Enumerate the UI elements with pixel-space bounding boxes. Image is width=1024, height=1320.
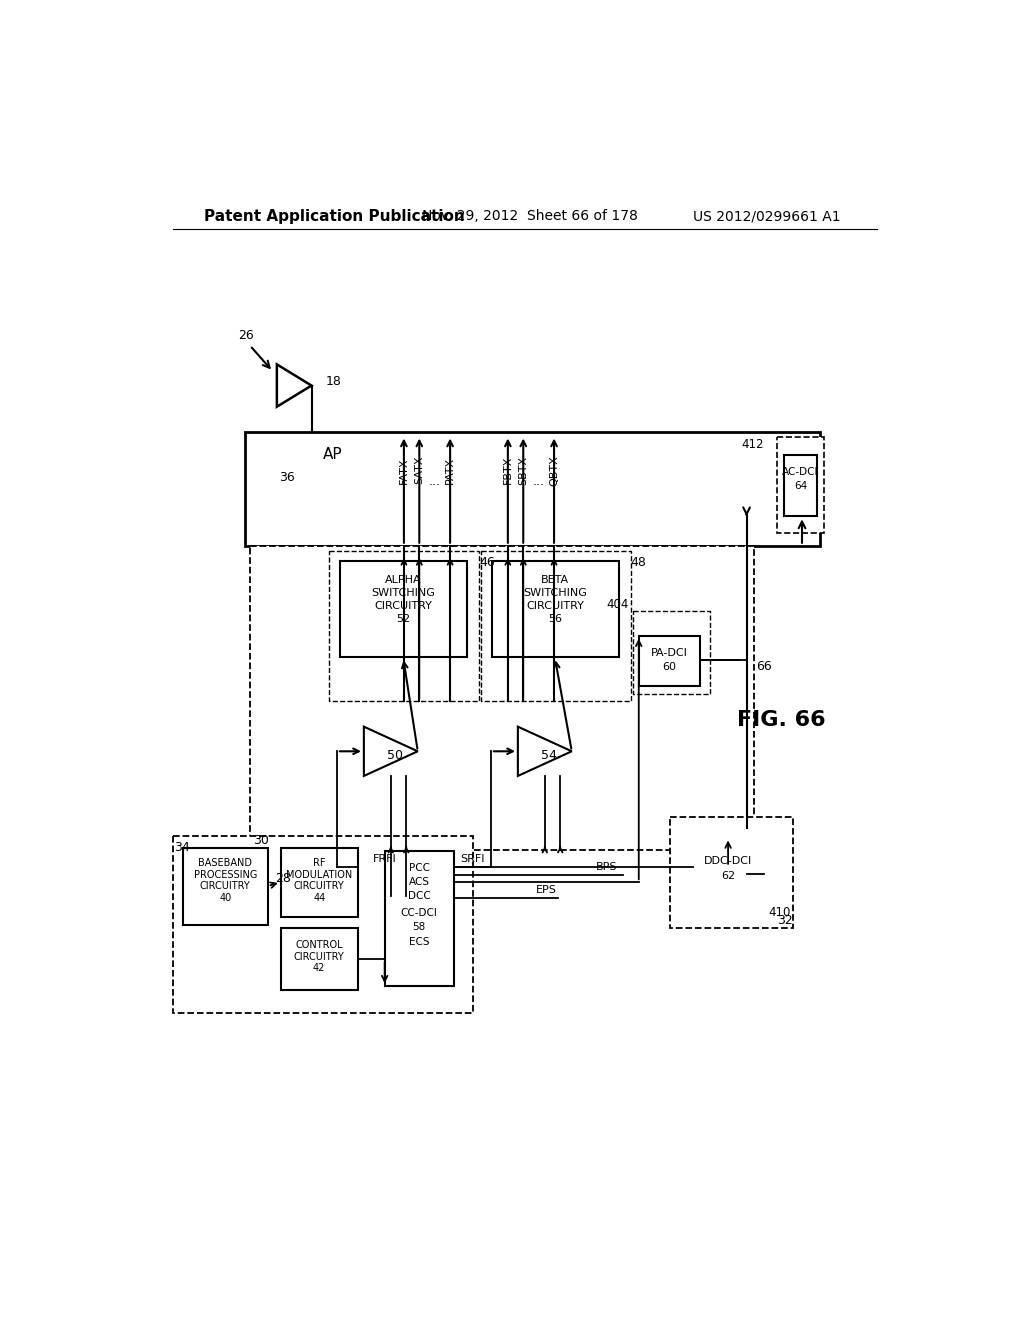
Bar xyxy=(330,552,479,701)
Text: CIRCUITRY: CIRCUITRY xyxy=(526,601,584,611)
Text: 52: 52 xyxy=(396,614,411,624)
Text: 64: 64 xyxy=(794,480,807,491)
Text: DCC: DCC xyxy=(408,891,431,902)
Text: 18: 18 xyxy=(326,375,341,388)
Text: US 2012/0299661 A1: US 2012/0299661 A1 xyxy=(692,209,841,223)
Text: SBTX: SBTX xyxy=(518,455,528,484)
Text: PCC: PCC xyxy=(409,863,430,874)
Text: CIRCUITRY: CIRCUITRY xyxy=(200,880,251,891)
Text: AP: AP xyxy=(324,447,343,462)
Text: ACS: ACS xyxy=(409,878,430,887)
Text: ALPHA: ALPHA xyxy=(385,576,422,585)
Text: CIRCUITRY: CIRCUITRY xyxy=(294,880,345,891)
Text: 26: 26 xyxy=(239,329,254,342)
Bar xyxy=(783,455,817,516)
Text: CC-DCI: CC-DCI xyxy=(400,908,437,917)
Bar xyxy=(173,836,473,1014)
Bar xyxy=(481,552,631,701)
Text: SWITCHING: SWITCHING xyxy=(523,589,587,598)
Bar xyxy=(492,561,618,657)
Text: CONTROL: CONTROL xyxy=(295,940,343,950)
Text: 30: 30 xyxy=(254,834,269,847)
Text: FRFI: FRFI xyxy=(373,854,397,865)
Text: AC-DCI: AC-DCI xyxy=(782,467,819,477)
Text: PA-DCI: PA-DCI xyxy=(651,648,688,657)
Text: Patent Application Publication: Patent Application Publication xyxy=(204,209,465,223)
Text: 58: 58 xyxy=(413,921,426,932)
Text: 40: 40 xyxy=(219,892,231,903)
Text: 32: 32 xyxy=(777,915,793,927)
Text: 410: 410 xyxy=(768,907,791,920)
Text: 54: 54 xyxy=(541,748,557,762)
Text: Nov. 29, 2012  Sheet 66 of 178: Nov. 29, 2012 Sheet 66 of 178 xyxy=(422,209,638,223)
Bar xyxy=(183,847,267,924)
Text: PATX: PATX xyxy=(445,457,455,484)
Text: FIG. 66: FIG. 66 xyxy=(737,710,825,730)
Text: 62: 62 xyxy=(721,871,735,880)
Text: 412: 412 xyxy=(741,438,764,451)
Text: BPS: BPS xyxy=(596,862,617,871)
Text: CIRCUITRY: CIRCUITRY xyxy=(374,601,432,611)
Text: 34: 34 xyxy=(174,841,190,854)
Bar xyxy=(692,837,764,911)
Bar xyxy=(385,851,454,986)
Text: FBTX: FBTX xyxy=(503,457,513,484)
Text: 48: 48 xyxy=(631,556,647,569)
Bar xyxy=(639,636,700,686)
Text: SRFI: SRFI xyxy=(460,854,484,865)
Text: QBTX: QBTX xyxy=(549,455,559,486)
Bar xyxy=(633,611,710,693)
Text: 46: 46 xyxy=(479,556,495,569)
Text: ...: ... xyxy=(532,475,545,488)
Text: 42: 42 xyxy=(313,964,326,973)
Text: 56: 56 xyxy=(548,614,562,624)
Text: PROCESSING: PROCESSING xyxy=(194,870,257,879)
Bar xyxy=(281,928,357,990)
Text: EPS: EPS xyxy=(536,884,557,895)
Bar xyxy=(245,432,819,545)
Bar xyxy=(777,437,823,533)
Text: 44: 44 xyxy=(313,892,326,903)
Bar xyxy=(685,829,773,921)
Text: BETA: BETA xyxy=(541,576,569,585)
Text: 60: 60 xyxy=(663,661,677,672)
Text: RF: RF xyxy=(313,858,326,869)
Text: 404: 404 xyxy=(606,598,629,611)
Text: ECS: ECS xyxy=(409,937,429,948)
Text: MODULATION: MODULATION xyxy=(286,870,352,879)
Text: 50: 50 xyxy=(387,748,402,762)
Text: FATX: FATX xyxy=(399,457,409,483)
Text: SATX: SATX xyxy=(415,455,424,484)
Bar xyxy=(281,847,357,917)
Text: CIRCUITRY: CIRCUITRY xyxy=(294,952,345,962)
Text: ...: ... xyxy=(429,475,440,488)
Text: 36: 36 xyxy=(279,471,295,484)
Bar xyxy=(340,561,467,657)
Text: BASEBAND: BASEBAND xyxy=(199,858,252,869)
Text: SWITCHING: SWITCHING xyxy=(372,589,435,598)
Text: DDC-DCI: DDC-DCI xyxy=(703,855,753,866)
Bar xyxy=(250,545,755,850)
Text: 28: 28 xyxy=(275,871,291,884)
Bar xyxy=(670,817,793,928)
Text: 66: 66 xyxy=(756,660,771,673)
